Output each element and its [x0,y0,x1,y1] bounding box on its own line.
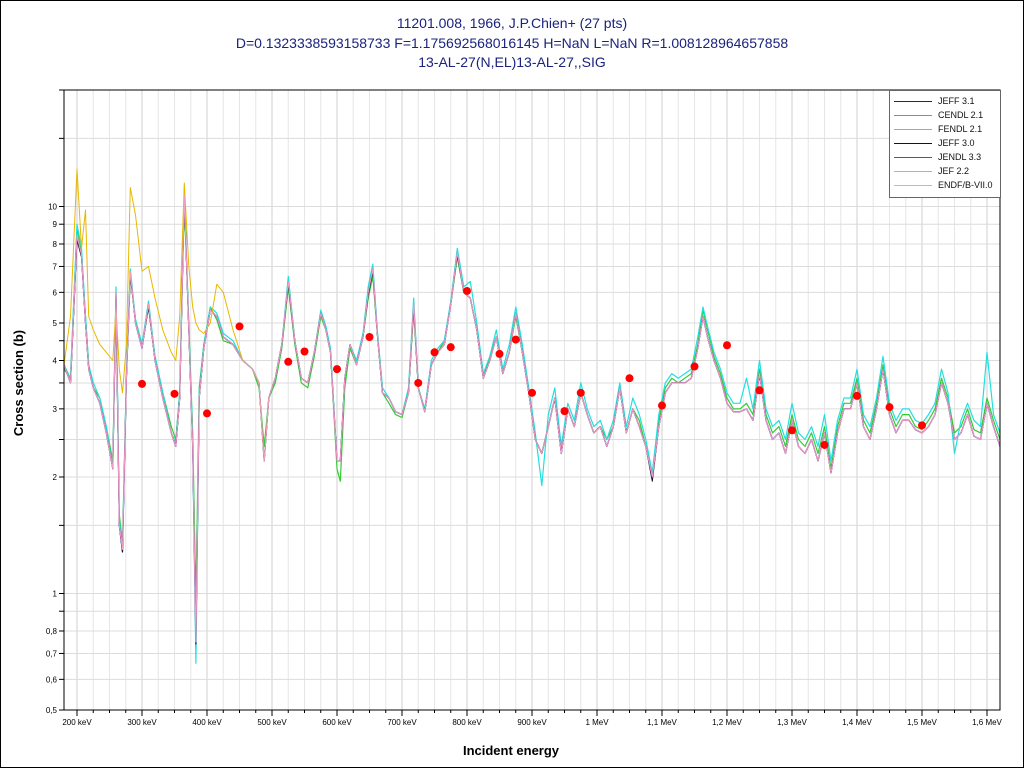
x-tick-label: 800 keV [452,718,482,727]
y-tick-label: 0,7 [46,649,58,658]
legend-swatch [894,171,932,172]
x-tick-label: 400 keV [192,718,222,727]
y-tick-label: 8 [53,240,58,249]
chart-title-line-1: 11201.008, 1966, J.P.Chien+ (27 pts) [396,15,628,31]
legend-swatch [894,129,932,130]
legend-item: ENDF/B-VII.0 [894,179,998,192]
y-tick-label: 0,5 [46,706,58,715]
y-tick-label: 4 [53,357,58,366]
experimental-point [788,426,796,435]
legend-swatch [894,157,932,158]
series-layer [63,168,1001,664]
x-tick-label: 500 keV [257,718,287,727]
experimental-point [446,343,455,352]
y-tick-label: 10 [48,202,57,211]
x-tick-label: 300 keV [127,718,157,727]
x-tick-label: 900 keV [517,718,547,727]
y-tick-label: 6 [53,288,58,297]
experimental-point [723,341,731,350]
experimental-point [885,403,894,412]
legend-item: CENDL 2.1 [894,109,998,122]
experimental-point [576,388,585,397]
legend-item: JENDL 3.3 [894,151,998,164]
grid-layer [64,89,1000,711]
legend-label: CENDL 2.1 [938,110,984,120]
legend-label: JEF 2.2 [938,166,970,176]
x-tick-label: 1,3 MeV [777,718,807,727]
legend-label: ENDF/B-VII.0 [938,180,993,190]
experimental-point [511,335,520,344]
x-tick-label: 1,4 MeV [842,718,872,727]
experimental-point [918,421,926,430]
x-tick-label: 1,2 MeV [712,718,742,727]
legend-swatch [894,101,932,102]
x-tick-label: 200 keV [62,718,92,727]
experimental-point [284,357,293,366]
legend-swatch [894,185,932,186]
legend-swatch [894,115,932,116]
experimental-point [203,409,211,418]
experimental-point [690,362,699,371]
experimental-point [528,388,536,397]
x-tick-label: 600 keV [322,718,352,727]
x-tick-label: 1,6 MeV [972,718,1002,727]
legend-label: FENDL 2.1 [938,124,983,134]
experimental-point [625,374,634,383]
experimental-point [333,365,341,374]
y-tick-label: 7 [53,262,58,271]
tick-labels-layer: 200 keV 300 keV 400 keV 500 keV 600 keV 700 k… [46,202,1003,727]
experimental-point [495,349,504,358]
y-tick-label: 0,6 [46,675,58,684]
experimental-point [463,286,471,295]
legend-item: JEFF 3.1 [894,95,998,108]
x-tick-label: 700 keV [387,718,417,727]
x-tick-label: 1,1 MeV [647,718,677,727]
experimental-point [820,440,829,449]
legend-label: JEFF 3.0 [938,138,975,148]
series-line-jef-2-2 [63,168,270,462]
experimental-points-layer [138,286,926,449]
experimental-point [755,386,764,395]
legend-swatch [894,143,932,144]
experimental-point [430,348,439,357]
legend-item: JEF 2.2 [894,165,998,178]
experimental-point [300,347,309,356]
y-tick-label: 0,8 [46,627,58,636]
axes-layer [59,89,1001,716]
y-tick-label: 3 [53,405,58,414]
y-tick-label: 9 [53,220,58,229]
experimental-point [658,401,666,410]
chart-title-line-3: 13-AL-27(N,EL)13-AL-27,,SIG [418,54,606,70]
legend-label: JENDL 3.3 [938,152,982,162]
legend-label: JEFF 3.1 [938,96,975,106]
experimental-point [414,378,423,387]
experimental-point [138,379,146,388]
x-tick-label: 1,5 MeV [907,718,937,727]
legend: JEFF 3.1 CENDL 2.1 FENDL 2.1 JEFF 3.0 JENDL … [889,90,1001,198]
y-tick-label: 2 [53,473,58,482]
x-axis-title: Incident energy [463,743,560,758]
experimental-point [235,322,244,331]
chart-title-line-2: D=0.1323338593158733 F=1.175692568016145… [235,35,789,51]
experimental-point [853,391,861,400]
y-tick-label: 5 [53,319,58,328]
x-tick-label: 1 MeV [585,718,609,727]
legend-item: FENDL 2.1 [894,123,998,136]
y-axis-title: Cross section (b) [11,330,26,436]
series-line-endf-b-vii-0 [63,194,1001,643]
experimental-point [560,407,569,416]
y-tick-label: 1 [53,590,58,599]
experimental-point [365,333,374,342]
experimental-point [170,389,179,398]
legend-item: JEFF 3.0 [894,137,998,150]
